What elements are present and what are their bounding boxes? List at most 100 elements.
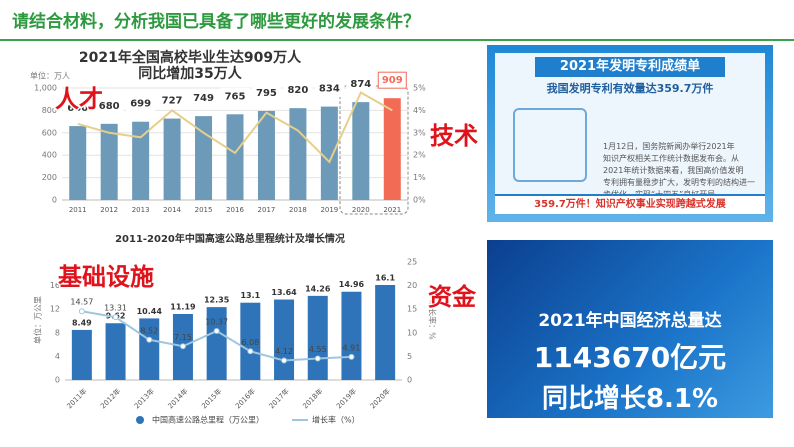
line-marker xyxy=(179,343,186,350)
chart-subtitle: 同比增加35万人 xyxy=(138,65,242,82)
label-bg xyxy=(126,95,156,113)
data-label: 16.1 xyxy=(375,274,395,283)
bar xyxy=(341,291,362,380)
category-label: 基础设施 xyxy=(58,263,154,291)
x-tick-label: 2015年 xyxy=(200,386,224,410)
card-subtitle: 我国发明专利有效量达359.7万件 xyxy=(546,82,714,95)
bar xyxy=(352,102,370,200)
y2-tick-label: 5% xyxy=(413,84,426,93)
line-marker xyxy=(213,328,220,335)
line-marker xyxy=(281,357,288,364)
line-marker xyxy=(112,314,119,321)
line-label: 6.08 xyxy=(241,338,259,347)
y2-tick-label: 2% xyxy=(413,151,426,160)
line-marker xyxy=(247,348,254,355)
data-label: 874 xyxy=(350,79,371,90)
label-bg xyxy=(251,84,281,102)
line-label: 8.52 xyxy=(140,326,158,335)
data-label: 834 xyxy=(319,84,340,95)
line-marker xyxy=(348,353,355,360)
x-tick-label: 2014年 xyxy=(166,386,190,410)
line-label: 4.91 xyxy=(343,343,361,352)
y2-tick-label: 1% xyxy=(413,173,426,182)
x-tick-label: 2012年 xyxy=(98,386,122,410)
line-label: 13.31 xyxy=(104,304,127,313)
bar xyxy=(307,295,328,380)
card-title: 2021年发明专利成绩单 xyxy=(535,57,725,77)
economy-line: 1143670亿元 xyxy=(533,341,727,374)
icon xyxy=(513,108,587,182)
bar xyxy=(240,302,261,380)
x-tick-label: 2017年 xyxy=(267,386,291,410)
card-banner: 359.7万件！知识产权事业实现跨越式发展 xyxy=(495,194,765,214)
y2-tick-label: 15 xyxy=(407,305,417,314)
label-bg xyxy=(63,99,93,117)
data-label: 795 xyxy=(256,88,277,99)
line-label: 4.12 xyxy=(275,347,293,356)
bar xyxy=(105,323,126,380)
line-marker xyxy=(78,308,85,315)
y-tick-label: 1,000 xyxy=(34,84,57,93)
data-label: 765 xyxy=(225,91,246,102)
bar xyxy=(257,110,275,200)
line-marker xyxy=(314,355,321,362)
text-line: 专利拥有量稳步扩大，发明专利的结构进一 xyxy=(603,178,755,187)
y-tick-label: 4 xyxy=(55,352,60,361)
category-label: 人才 xyxy=(55,85,103,113)
y-tick-label: 16 xyxy=(50,281,60,290)
axis-title: 单位：万人 xyxy=(30,71,70,81)
axis-title: 增长率：% xyxy=(428,300,438,340)
data-label: 11.19 xyxy=(170,302,196,311)
category-label: 技术 xyxy=(430,122,478,150)
y2-tick-label: 10 xyxy=(407,328,417,337)
label-bg xyxy=(377,71,407,89)
x-tick-label: 2011年 xyxy=(65,386,89,410)
economy-card: 2021年中国经济总量达 1143670亿元 同比增长8.1% xyxy=(487,240,773,418)
bar xyxy=(100,123,118,200)
y-tick-label: 800 xyxy=(42,106,57,115)
label-bg xyxy=(94,97,124,115)
line-label: 14.57 xyxy=(70,298,93,307)
label-bg xyxy=(189,89,219,107)
data-label: 12.35 xyxy=(204,296,230,305)
data-label: 13.1 xyxy=(240,291,260,300)
legend-label: 增长率（%） xyxy=(312,415,360,425)
text-line: 知识产权相关工作统计数据发布会。从 xyxy=(603,154,739,163)
data-label: 14.96 xyxy=(339,280,365,289)
x-tick-label: 2015 xyxy=(195,206,213,214)
data-label: 909 xyxy=(382,75,403,86)
bar xyxy=(139,318,160,380)
x-tick-label: 2014 xyxy=(163,206,181,214)
x-tick-label: 2017 xyxy=(258,206,276,214)
data-label: 14.26 xyxy=(305,284,331,293)
label-bg xyxy=(314,80,344,98)
bar xyxy=(69,126,87,200)
data-label: 13.64 xyxy=(271,288,297,297)
y-tick-label: 8 xyxy=(55,328,60,337)
label-bg xyxy=(157,92,187,110)
y-tick-label: 200 xyxy=(42,173,57,182)
x-tick-label: 2018年 xyxy=(301,386,325,410)
bar xyxy=(163,118,181,200)
x-tick-label: 2020年 xyxy=(368,386,392,410)
bar xyxy=(289,108,307,200)
x-tick-label: 2012 xyxy=(100,206,118,214)
bar xyxy=(132,121,150,200)
y2-tick-label: 3% xyxy=(413,128,426,137)
text-line: 2021年统计数据来看，我国高价值发明 xyxy=(603,166,744,175)
y2-tick-label: 25 xyxy=(407,258,417,267)
card-text: 1月12日，国务院新闻办举行2021年 知识产权相关工作统计数据发布会。从 2021… xyxy=(603,141,755,201)
y-tick-label: 600 xyxy=(42,128,57,137)
data-label: 699 xyxy=(130,99,151,110)
y2-tick-label: 0% xyxy=(413,196,426,205)
text-line: 1月12日，国务院新闻办举行2021年 xyxy=(603,142,735,151)
x-tick-label: 2016年 xyxy=(233,386,257,410)
y-tick-label: 0 xyxy=(55,376,60,385)
y-tick-label: 12 xyxy=(50,305,60,314)
data-label: 749 xyxy=(193,93,214,104)
bar xyxy=(206,307,227,380)
bar xyxy=(320,106,338,200)
line-label: 10.37 xyxy=(205,318,228,327)
x-tick-label: 2016 xyxy=(226,206,244,214)
line-label: 4.55 xyxy=(309,345,327,354)
